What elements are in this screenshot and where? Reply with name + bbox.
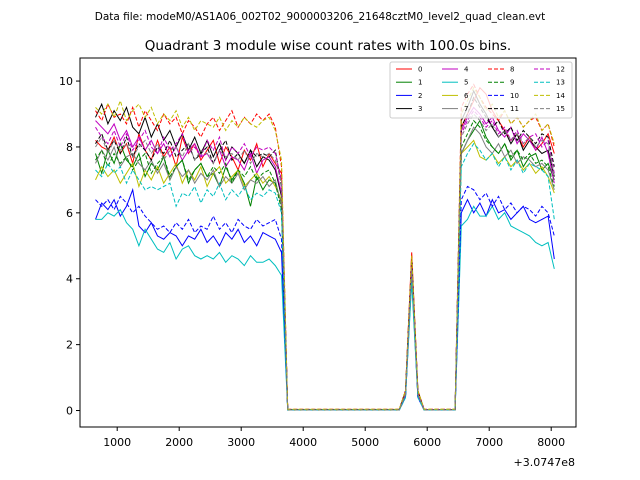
legend-box — [389, 61, 573, 119]
x-tick-label: 2000 — [165, 436, 193, 449]
y-tick-label: 2 — [66, 339, 73, 352]
x-tick-label: 6000 — [413, 436, 441, 449]
legend-label: 14 — [556, 92, 565, 100]
x-axis: 1000 2000 3000 4000 5000 6000 7000 8000 — [103, 427, 565, 449]
legend-label: 12 — [556, 66, 565, 74]
x-tick-label: 4000 — [289, 436, 317, 449]
x-tick-label: 1000 — [103, 436, 131, 449]
legend-label: 2 — [418, 92, 422, 100]
y-axis: 0 2 4 6 8 10 — [59, 75, 80, 418]
legend-label: 4 — [464, 66, 469, 74]
series-line-10 — [95, 185, 555, 411]
series-line-13 — [95, 142, 555, 411]
series-line-14 — [95, 86, 555, 410]
legend-label: 0 — [418, 66, 422, 74]
x-tick-label: 7000 — [475, 436, 503, 449]
suptitle: Data file: modeM0/AS1A06_002T02_90000032… — [95, 11, 546, 23]
legend-label: 3 — [418, 105, 422, 113]
x-offset-label: +3.0747e8 — [514, 456, 575, 469]
y-tick-label: 6 — [66, 207, 73, 220]
legend-label: 10 — [510, 92, 519, 100]
legend-label: 5 — [464, 79, 468, 87]
x-tick-label: 5000 — [351, 436, 379, 449]
axes-frame — [79, 57, 577, 428]
legend-label: 1 — [418, 79, 422, 87]
legend-label: 13 — [556, 79, 565, 87]
x-tick-label: 8000 — [537, 436, 565, 449]
legend-label: 6 — [464, 92, 469, 100]
legend-label: 7 — [464, 105, 468, 113]
legend-label: 11 — [510, 105, 519, 113]
chart-title: Quadrant 3 module wise count rates with … — [145, 38, 511, 54]
y-tick-label: 4 — [66, 273, 73, 286]
series-line-15 — [95, 113, 555, 411]
legend-label: 9 — [510, 79, 514, 87]
y-tick-label: 10 — [59, 75, 73, 88]
y-tick-label: 0 — [66, 405, 73, 418]
plot-lines — [95, 83, 555, 411]
legend-label: 8 — [510, 66, 514, 74]
legend-label: 15 — [556, 105, 565, 113]
y-tick-label: 8 — [66, 141, 73, 154]
x-tick-label: 3000 — [227, 436, 255, 449]
